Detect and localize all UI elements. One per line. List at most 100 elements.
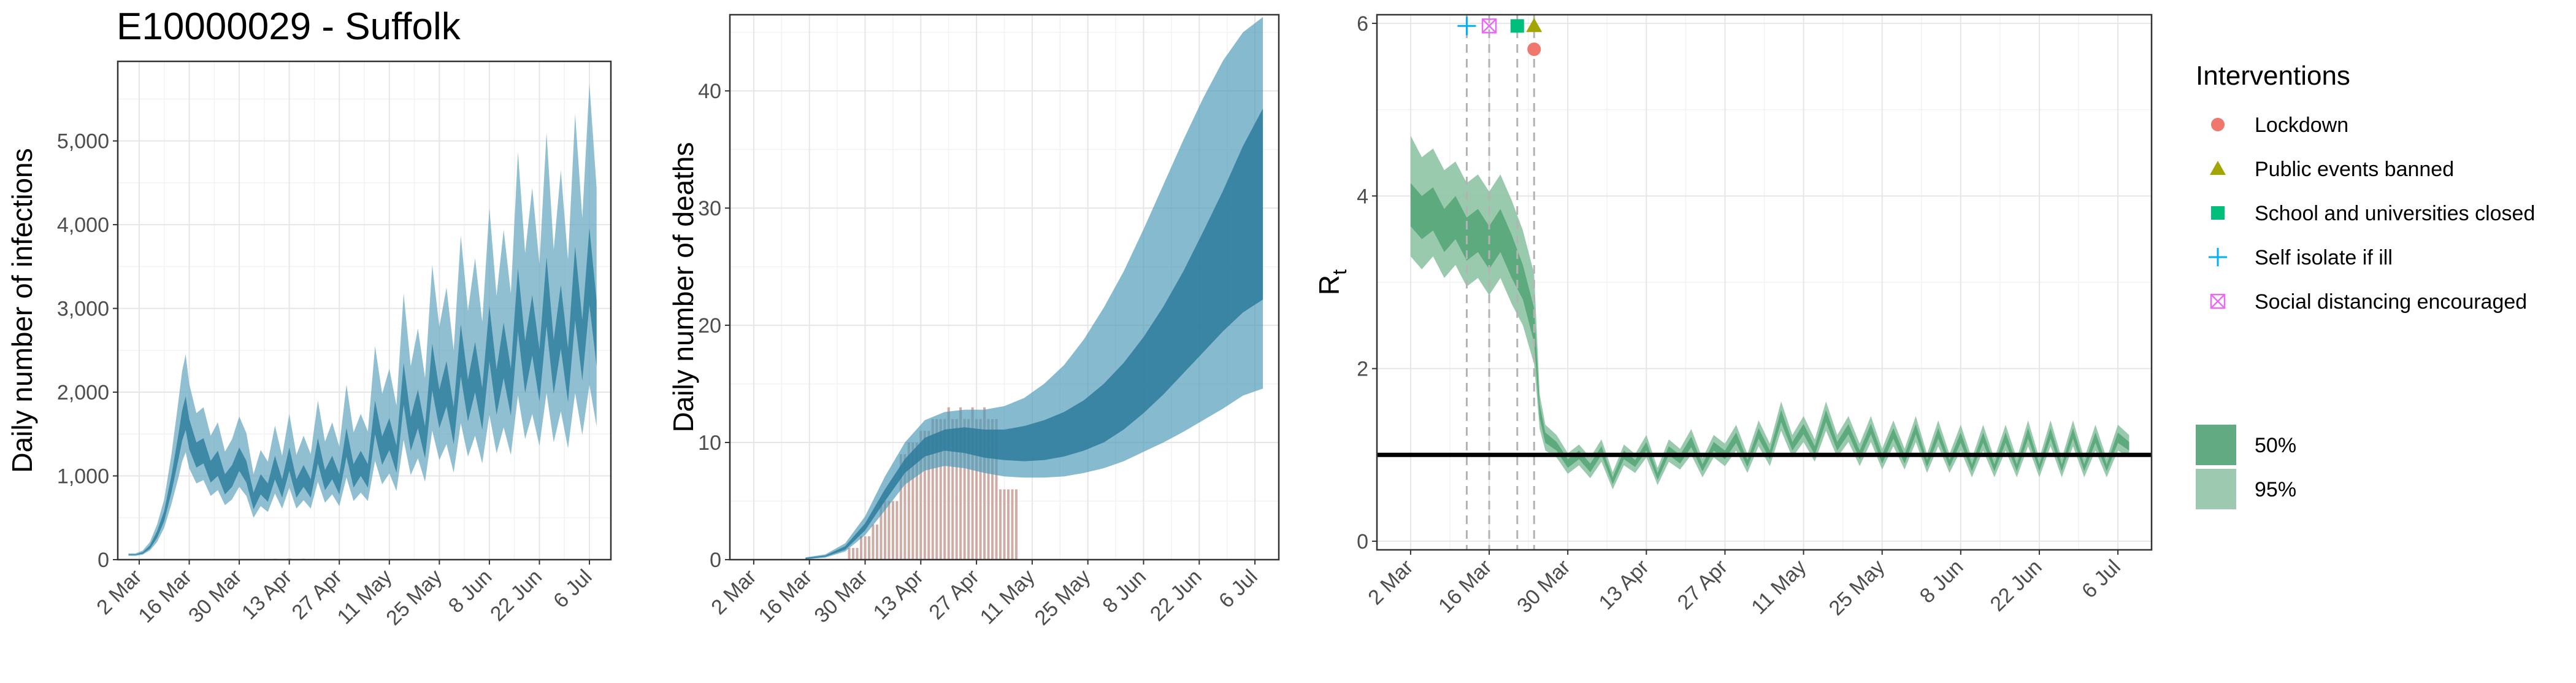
y-tick-label: 2 (1357, 358, 1368, 381)
death-bar (1003, 489, 1006, 560)
legend-item: School and universities closed (2211, 202, 2535, 225)
boxx-frame (1481, 18, 1497, 34)
y-axis-title-subscript: t (1328, 269, 1351, 275)
death-bar (987, 419, 990, 560)
death-bar (852, 547, 855, 560)
legend-item: Social distancing encouraged (2210, 290, 2527, 314)
legend-label: 50% (2255, 434, 2296, 457)
plot-border (729, 14, 1280, 561)
y-tick-label: 6 (1357, 12, 1368, 36)
ci95-band (128, 83, 597, 556)
y-tick-label: 0 (98, 549, 109, 572)
death-bar (864, 536, 867, 560)
intervention-marker (1457, 17, 1476, 36)
death-bar (927, 430, 930, 560)
legend-label: Lockdown (2255, 114, 2348, 137)
death-bar (951, 419, 954, 560)
x-tick-label: 16 Mar (754, 565, 817, 628)
death-bar (955, 419, 958, 560)
y-axis-title: Daily number of infections (6, 148, 38, 473)
intervention-marker (1527, 42, 1541, 56)
x-tick-label: 11 May (976, 565, 1040, 629)
death-bar (856, 547, 859, 560)
x-tick-label: 30 Mar (184, 565, 247, 628)
intervention-marker (1510, 19, 1524, 33)
death-bar (911, 442, 914, 560)
death-bar (872, 524, 875, 560)
x-tick-label: 13 Apr (869, 565, 928, 624)
death-bar (995, 419, 998, 560)
x-tick-label: 22 Jun (1986, 555, 2047, 616)
y-axis-title: Rt (1313, 269, 1351, 295)
ci50-band (805, 108, 1263, 560)
y-tick-label: 2,000 (57, 381, 109, 404)
boxx-frame (2210, 293, 2226, 309)
legend-item: 95% (2196, 469, 2296, 509)
ci95-band (805, 17, 1263, 560)
death-bar (907, 442, 910, 560)
x-tick-label: 30 Mar (810, 565, 872, 628)
death-bar (971, 407, 974, 560)
legend-swatch (2196, 425, 2236, 465)
chart-title: E10000029 - Suffolk (117, 6, 461, 48)
death-bar (939, 419, 942, 560)
square-marker-icon (2211, 206, 2225, 220)
x-tick-label: 8 Jun (1098, 565, 1151, 618)
death-bar (979, 419, 982, 560)
y-tick-label: 4,000 (57, 214, 109, 237)
death-bar (931, 419, 934, 560)
intervention-marker (1481, 18, 1497, 34)
death-bar (899, 454, 902, 560)
legend: Interventions Lockdown Public events bann… (2196, 61, 2535, 509)
death-bar (1011, 489, 1014, 560)
x-tick-label: 11 May (1747, 555, 1811, 619)
x-tick-label: 27 Apr (1673, 555, 1732, 614)
legend-item: Self isolate if ill (2209, 246, 2393, 269)
y-tick-label: 0 (1357, 530, 1368, 554)
death-bar (943, 419, 946, 560)
death-bar (883, 501, 886, 560)
boxed-x-marker-icon (2210, 293, 2226, 309)
death-bar (991, 419, 994, 560)
death-bar (891, 501, 894, 560)
x-tick-label: 27 Apr (924, 565, 983, 624)
legend-label: Social distancing encouraged (2255, 290, 2527, 314)
x-tick-label: 22 Jun (1146, 565, 1206, 626)
legend-label: Public events banned (2255, 158, 2454, 181)
death-bar (1006, 489, 1010, 560)
death-bar (959, 407, 962, 560)
legend-item: Lockdown (2211, 114, 2348, 137)
legend-label: School and universities closed (2255, 202, 2535, 225)
legend-swatch (2196, 469, 2236, 509)
y-axis-title-main: R (1313, 275, 1345, 295)
death-bar (875, 524, 878, 560)
legend-title: Interventions (2196, 61, 2350, 91)
legend-label: 95% (2255, 478, 2296, 501)
death-bar (923, 430, 926, 560)
legend-item: Public events banned (2210, 158, 2454, 181)
boxx-diag2 (1482, 18, 1497, 34)
death-bar (860, 536, 863, 560)
death-bar (895, 501, 899, 560)
triangle-marker-icon (2210, 161, 2226, 175)
death-bar (915, 442, 918, 560)
x-tick-label: 25 May (1825, 555, 1890, 620)
plot-border (1376, 14, 2153, 551)
y-tick-label: 10 (698, 431, 721, 455)
x-tick-label: 13 Apr (1595, 555, 1654, 614)
death-bar (999, 489, 1002, 560)
y-axis-title: Daily number of deaths (667, 142, 699, 432)
y-tick-label: 5,000 (57, 130, 109, 153)
death-bar (1014, 489, 1018, 560)
x-tick-label: 16 Mar (1434, 555, 1497, 618)
y-tick-label: 1,000 (57, 465, 109, 488)
x-tick-label: 2 Mar (707, 565, 761, 619)
intervention-marker (1526, 18, 1543, 33)
x-tick-label: 8 Jun (1915, 555, 1968, 608)
x-tick-label: 25 May (381, 565, 447, 630)
death-bar (867, 536, 871, 560)
